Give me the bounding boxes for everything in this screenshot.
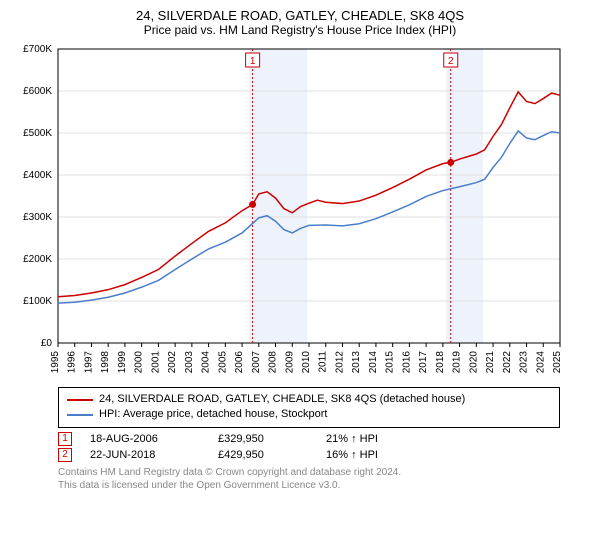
legend-item: HPI: Average price, detached house, Stoc…	[67, 407, 551, 422]
svg-text:2: 2	[448, 56, 454, 67]
svg-text:1996: 1996	[67, 351, 78, 374]
sale-price: £329,950	[218, 433, 308, 445]
svg-text:2014: 2014	[368, 351, 379, 374]
sale-marker: 2	[58, 448, 72, 462]
svg-text:2007: 2007	[251, 351, 262, 374]
svg-text:2015: 2015	[385, 351, 396, 374]
svg-text:1995: 1995	[50, 351, 61, 374]
footnote-line: Contains HM Land Registry data © Crown c…	[58, 466, 560, 479]
sale-delta: 21% ↑ HPI	[326, 433, 378, 445]
svg-text:2020: 2020	[468, 351, 479, 374]
price-chart: £0 £100K £200K £300K £400K £500K £600K £700K 199…	[0, 43, 600, 383]
svg-text:2017: 2017	[418, 351, 429, 374]
svg-text:2002: 2002	[167, 351, 178, 374]
legend-item: 24, SILVERDALE ROAD, GATLEY, CHEADLE, SK…	[67, 392, 551, 407]
svg-text:£600K: £600K	[23, 86, 52, 97]
svg-text:£700K: £700K	[23, 44, 52, 55]
svg-text:2006: 2006	[234, 351, 245, 374]
svg-text:2005: 2005	[217, 351, 228, 374]
chart-canvas: £0 £100K £200K £300K £400K £500K £600K £700K 199…	[0, 43, 600, 383]
svg-text:2019: 2019	[452, 351, 463, 374]
svg-text:2024: 2024	[535, 351, 546, 374]
svg-text:£500K: £500K	[23, 128, 52, 139]
svg-text:£300K: £300K	[23, 212, 52, 223]
sale-delta: 16% ↑ HPI	[326, 449, 378, 461]
sale-row: 1 18-AUG-2006 £329,950 21% ↑ HPI	[58, 432, 560, 446]
svg-text:£200K: £200K	[23, 254, 52, 265]
svg-text:1999: 1999	[117, 351, 128, 374]
svg-text:2012: 2012	[334, 351, 345, 374]
svg-text:2003: 2003	[184, 351, 195, 374]
svg-text:2025: 2025	[552, 351, 563, 374]
svg-text:1997: 1997	[83, 351, 94, 374]
sale-date: 18-AUG-2006	[90, 433, 200, 445]
sale-row: 2 22-JUN-2018 £429,950 16% ↑ HPI	[58, 448, 560, 462]
footnote: Contains HM Land Registry data © Crown c…	[58, 466, 560, 492]
svg-text:2021: 2021	[485, 351, 496, 374]
page-subtitle: Price paid vs. HM Land Registry's House …	[0, 23, 600, 43]
svg-text:2000: 2000	[134, 351, 145, 374]
svg-text:1: 1	[250, 56, 256, 67]
page-title: 24, SILVERDALE ROAD, GATLEY, CHEADLE, SK…	[0, 0, 600, 23]
svg-text:2016: 2016	[401, 351, 412, 374]
svg-text:2011: 2011	[318, 351, 329, 373]
legend-label: HPI: Average price, detached house, Stoc…	[99, 407, 328, 422]
svg-text:2013: 2013	[351, 351, 362, 374]
sale-marker: 1	[58, 432, 72, 446]
svg-text:2023: 2023	[519, 351, 530, 374]
sale-price: £429,950	[218, 449, 308, 461]
legend-swatch	[67, 399, 93, 401]
svg-text:2010: 2010	[301, 351, 312, 374]
svg-text:£0: £0	[41, 338, 53, 349]
sale-date: 22-JUN-2018	[90, 449, 200, 461]
svg-text:2001: 2001	[150, 351, 161, 374]
legend-swatch	[67, 414, 93, 416]
svg-text:£100K: £100K	[23, 296, 52, 307]
svg-text:2008: 2008	[268, 351, 279, 374]
svg-text:£400K: £400K	[23, 170, 52, 181]
legend: 24, SILVERDALE ROAD, GATLEY, CHEADLE, SK…	[58, 387, 560, 428]
footnote-line: This data is licensed under the Open Gov…	[58, 479, 560, 492]
svg-text:2009: 2009	[284, 351, 295, 374]
svg-text:2004: 2004	[201, 351, 212, 374]
svg-text:2018: 2018	[435, 351, 446, 374]
legend-label: 24, SILVERDALE ROAD, GATLEY, CHEADLE, SK…	[99, 392, 465, 407]
svg-text:2022: 2022	[502, 351, 513, 374]
svg-text:1998: 1998	[100, 351, 111, 374]
